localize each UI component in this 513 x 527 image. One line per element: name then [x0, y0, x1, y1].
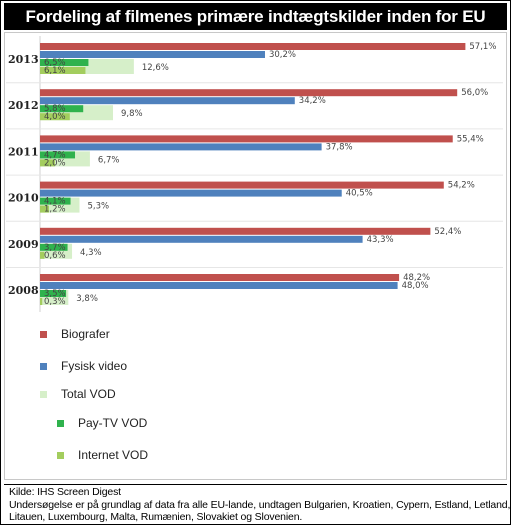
bar-internet-vod-2009 [40, 251, 45, 259]
value-label-pay-tv-vod-2009: 3,7% [44, 243, 66, 253]
legend-label-total-vod: Total VOD [61, 387, 116, 401]
legend-swatch-fysisk-video [40, 363, 47, 370]
value-label-internet-vod-2011: 2,0% [44, 158, 66, 168]
bar-internet-vod-2013 [40, 67, 86, 74]
bar-biografer-2011 [40, 135, 453, 143]
bar-fysisk-video-2013 [40, 51, 265, 58]
bar-pay-tv-vod-2010 [40, 197, 71, 205]
bar-internet-vod-2011 [40, 159, 55, 167]
bar-biografer-2012 [40, 89, 458, 97]
bar-fysisk-video-2012 [40, 97, 295, 105]
bar-fysisk-video-2011 [40, 143, 322, 151]
value-label-fysisk-video-2010: 40,5% [346, 189, 373, 199]
bar-internet-vod-2012 [40, 113, 70, 121]
value-label-total-vod-2012: 9,8% [121, 109, 143, 119]
bar-pay-tv-vod-2012 [40, 105, 84, 113]
footer-note-line-2: Litauen, Luxembourg, Malta, Rumænien, Sl… [9, 511, 303, 524]
value-label-internet-vod-2013: 6,1% [44, 66, 66, 76]
value-label-fysisk-video-2009: 43,3% [367, 235, 394, 245]
value-label-pay-tv-vod-2008: 3,5% [44, 289, 66, 299]
bar-fysisk-video-2010 [40, 189, 342, 197]
value-label-total-vod-2008: 3,8% [76, 294, 98, 304]
value-label-biografer-2009: 52,4% [434, 227, 461, 237]
bar-pay-tv-vod-2013 [40, 59, 89, 66]
legend-swatch-internet-vod [57, 452, 64, 459]
value-label-total-vod-2011: 6,7% [98, 155, 120, 165]
bar-fysisk-video-2008 [40, 282, 398, 289]
value-label-internet-vod-2009: 0,6% [44, 251, 66, 261]
legend: Biografer Fysisk video Total VOD Pay-TV VOD… [40, 327, 148, 462]
bar-pay-tv-vod-2011 [40, 151, 76, 159]
bar-fysisk-video-2009 [40, 235, 363, 243]
year-label-2011: 2011 [8, 145, 39, 158]
legend-swatch-total-vod [40, 391, 47, 398]
value-label-internet-vod-2008: 0,3% [44, 297, 66, 307]
legend-swatch-biografer [40, 331, 47, 338]
legend-label-fysisk-video: Fysisk video [61, 359, 127, 373]
value-label-biografer-2011: 55,4% [457, 134, 484, 144]
bar-biografer-2010 [40, 181, 444, 189]
value-label-pay-tv-vod-2010: 4,1% [44, 197, 66, 207]
value-label-biografer-2012: 56,0% [461, 88, 488, 98]
year-label-2009: 2009 [8, 238, 39, 251]
bar-internet-vod-2008 [40, 298, 43, 305]
bar-pay-tv-vod-2009 [40, 243, 68, 251]
bar-pay-tv-vod-2008 [40, 290, 67, 297]
year-label-2013: 2013 [8, 53, 39, 66]
value-label-pay-tv-vod-2011: 4,7% [44, 150, 66, 160]
bar-internet-vod-2010 [40, 205, 49, 213]
legend-label-pay-tv-vod: Pay-TV VOD [78, 416, 148, 430]
value-label-pay-tv-vod-2013: 6,5% [44, 58, 66, 68]
bar-biografer-2013 [40, 43, 466, 50]
chart-title: Fordeling af filmenes primære indtægtski… [4, 3, 507, 30]
value-label-internet-vod-2012: 4,0% [44, 112, 66, 122]
legend-label-internet-vod: Internet VOD [78, 448, 148, 462]
year-label-2012: 2012 [8, 99, 39, 112]
bar-biografer-2008 [40, 274, 400, 281]
value-label-biografer-2010: 54,2% [448, 181, 475, 191]
value-label-fysisk-video-2011: 37,8% [326, 142, 353, 152]
value-label-total-vod-2009: 4,3% [80, 248, 102, 258]
footer-divider [4, 484, 507, 485]
year-label-2008: 2008 [8, 284, 39, 297]
footer-source: Kilde: IHS Screen Digest [9, 486, 121, 498]
footer-note-line-1: Undersøgelse er på grundlag af data fra … [9, 498, 511, 511]
value-label-pay-tv-vod-2012: 5,8% [44, 104, 66, 114]
footer: Kilde: IHS Screen Digest Undersøgelse er… [9, 486, 511, 524]
value-label-biografer-2008: 48,2% [403, 273, 430, 283]
value-label-biografer-2013: 57,1% [469, 42, 496, 52]
legend-label-biografer: Biografer [61, 327, 110, 341]
value-label-fysisk-video-2008: 48,0% [402, 281, 429, 291]
value-label-fysisk-video-2012: 34,2% [299, 96, 326, 106]
value-label-total-vod-2013: 12,6% [142, 63, 169, 73]
bars-layer: 2013 57,1% 30,2% 12,6% 6,5%6,1% 2012 56,0% 34,2… [6, 36, 503, 312]
value-label-total-vod-2010: 5,3% [87, 202, 109, 212]
bar-chart: 2013 57,1% 30,2% 12,6% 6,5%6,1% 2012 56,0% 34,2… [6, 36, 503, 462]
legend-swatch-pay-tv-vod [57, 420, 64, 427]
value-label-internet-vod-2010: 1,2% [44, 205, 66, 215]
bar-biografer-2009 [40, 227, 431, 235]
year-label-2010: 2010 [8, 192, 39, 205]
value-label-fysisk-video-2013: 30,2% [269, 50, 296, 60]
